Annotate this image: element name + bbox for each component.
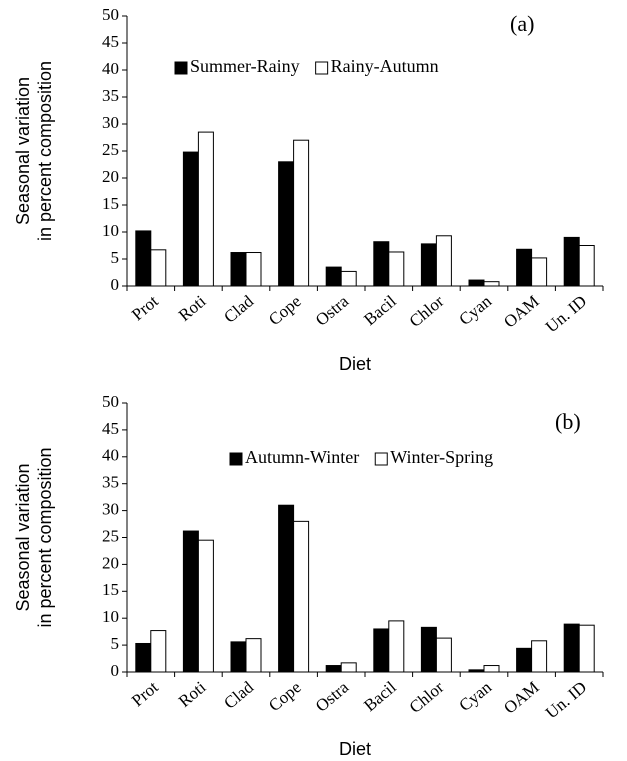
- legend-label: Winter-Spring: [390, 447, 493, 467]
- y-tick-label: 15: [102, 194, 119, 213]
- x-tick-label: Bacil: [360, 677, 400, 715]
- y-tick-label: 15: [102, 580, 119, 599]
- y-tick-label: 5: [111, 248, 120, 267]
- y-axis-title: Seasonal variation: [13, 77, 33, 225]
- bar: [468, 279, 485, 287]
- bar: [578, 245, 595, 287]
- bar: [483, 665, 500, 673]
- y-tick-label: 40: [102, 59, 119, 78]
- x-tick-label: Prot: [128, 677, 162, 710]
- bar: [340, 270, 357, 287]
- y-axis-title: in percent composition: [35, 61, 55, 241]
- x-tick-label: Cyan: [455, 291, 495, 329]
- annotation: (b): [555, 409, 581, 434]
- x-tick-label: Clad: [220, 291, 257, 327]
- bar: [483, 281, 500, 287]
- bar: [531, 640, 548, 673]
- y-tick-label: 10: [102, 221, 119, 240]
- bar: [325, 266, 342, 287]
- bar: [245, 252, 262, 287]
- y-tick-label: 30: [102, 500, 119, 519]
- y-tick-label: 10: [102, 607, 119, 626]
- legend-swatch: [229, 452, 243, 466]
- y-axis-title: Seasonal variation: [13, 463, 33, 611]
- y-tick-label: 0: [111, 661, 120, 680]
- x-tick-label: OAM: [500, 678, 543, 718]
- y-tick-label: 35: [102, 473, 119, 492]
- x-axis-title: Diet: [339, 739, 371, 759]
- x-tick-label: Cyan: [455, 677, 495, 715]
- bar: [578, 624, 595, 673]
- y-tick-label: 0: [111, 275, 120, 294]
- bar: [182, 151, 199, 287]
- bar: [197, 131, 214, 287]
- bar: [245, 638, 262, 673]
- x-tick-label: Bacil: [360, 291, 400, 329]
- y-tick-label: 20: [102, 553, 119, 572]
- bar: [278, 504, 295, 673]
- x-tick-label: Chlor: [406, 291, 448, 331]
- x-tick-label: Un. ID: [542, 678, 590, 723]
- bar: [516, 248, 533, 287]
- y-tick-label: 50: [102, 5, 119, 24]
- x-tick-label: Cope: [265, 678, 305, 716]
- bar: [293, 139, 310, 287]
- bar: [325, 665, 342, 673]
- bar: [468, 669, 485, 673]
- bar: [135, 642, 152, 673]
- annotation: (a): [510, 11, 534, 36]
- bar: [197, 539, 214, 673]
- y-tick-label: 40: [102, 446, 119, 465]
- bar: [563, 236, 580, 287]
- x-tick-label: Roti: [175, 677, 210, 711]
- x-tick-label: Chlor: [406, 677, 448, 717]
- y-tick-label: 20: [102, 167, 119, 186]
- x-tick-label: Ostra: [312, 677, 353, 716]
- bar: [373, 241, 390, 287]
- y-tick-label: 45: [102, 32, 119, 51]
- x-tick-label: Ostra: [312, 291, 353, 330]
- bar: [563, 623, 580, 673]
- bar: [373, 628, 390, 673]
- bar: [340, 662, 357, 673]
- bar: [435, 637, 452, 673]
- x-tick-label: OAM: [500, 292, 543, 332]
- bar: [388, 251, 405, 287]
- y-tick-label: 25: [102, 140, 119, 159]
- bar: [135, 230, 152, 287]
- x-tick-label: Roti: [175, 291, 210, 325]
- x-tick-label: Prot: [128, 291, 162, 324]
- bar: [150, 249, 167, 287]
- x-tick-label: Cope: [265, 292, 305, 330]
- bar: [230, 252, 247, 287]
- bar: [435, 235, 452, 287]
- y-tick-label: 25: [102, 526, 119, 545]
- y-tick-label: 45: [102, 419, 119, 438]
- x-tick-label: Un. ID: [542, 292, 590, 337]
- bar: [293, 520, 310, 673]
- bar: [420, 626, 437, 673]
- y-tick-label: 50: [102, 392, 119, 411]
- y-tick-label: 30: [102, 113, 119, 132]
- bar: [531, 257, 548, 287]
- x-axis-title: Diet: [339, 354, 371, 374]
- y-tick-label: 5: [111, 634, 120, 653]
- x-tick-label: Clad: [220, 677, 257, 713]
- bar: [516, 647, 533, 673]
- y-axis-title: in percent composition: [35, 447, 55, 627]
- legend-swatch: [315, 61, 329, 75]
- legend-label: Autumn-Winter: [245, 447, 359, 467]
- bar: [420, 243, 437, 287]
- bar: [182, 530, 199, 673]
- legend-swatch: [174, 61, 188, 75]
- legend-label: Rainy-Autumn: [331, 56, 439, 76]
- legend-label: Summer-Rainy: [190, 56, 300, 76]
- legend-swatch: [374, 452, 388, 466]
- y-tick-label: 35: [102, 86, 119, 105]
- bar: [278, 161, 295, 287]
- bar: [388, 620, 405, 673]
- bar: [150, 630, 167, 673]
- bar: [230, 641, 247, 673]
